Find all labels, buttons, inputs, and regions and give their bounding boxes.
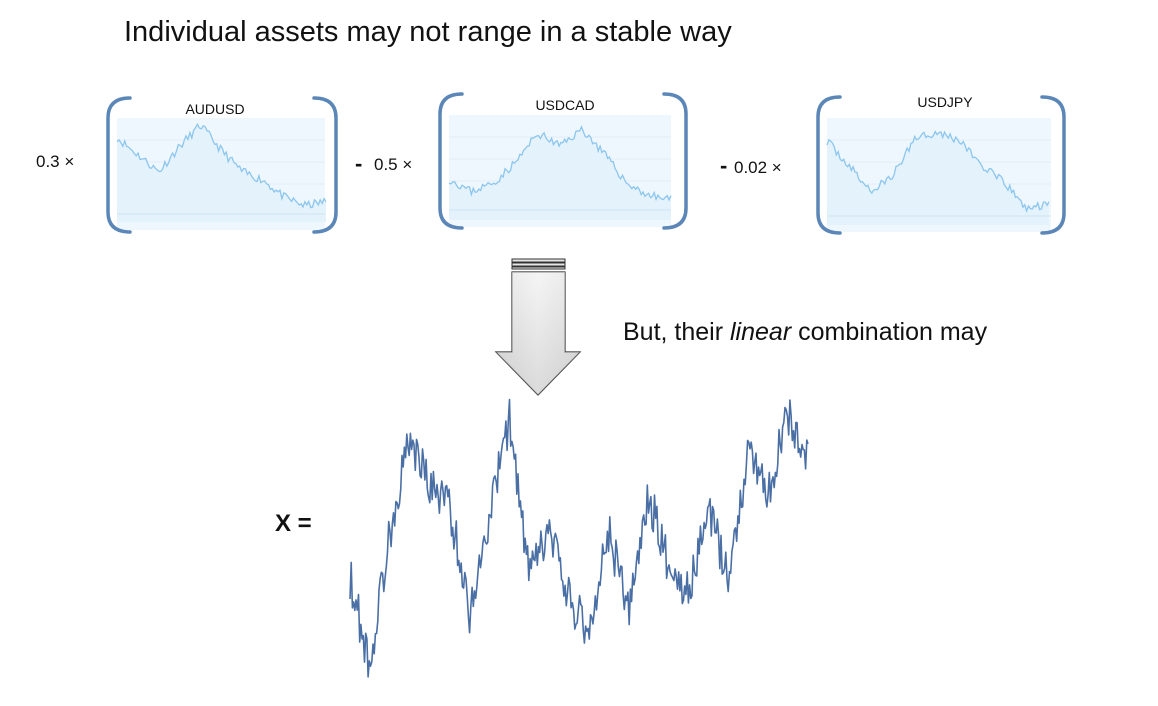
card-usdjpy — [816, 95, 1066, 235]
left-bracket-audusd — [106, 96, 132, 234]
mini-chart-area-usdjpy — [827, 131, 1049, 225]
right-bracket-audusd — [312, 96, 338, 234]
combined-series-line — [349, 398, 809, 678]
card-usdcad — [438, 92, 688, 230]
combination-caption: But, their linear combination may — [623, 318, 987, 347]
page-title: Individual assets may not range in a sta… — [124, 16, 732, 48]
minus-sign-usdcad: - — [355, 151, 363, 176]
result-label: X = — [275, 510, 312, 537]
left-bracket-usdjpy — [816, 95, 842, 235]
caption-emphasis: linear — [730, 318, 792, 346]
card-title-audusd: AUDUSD — [185, 101, 245, 117]
coefficient-usdjpy: 0.02 × — [734, 158, 782, 177]
right-bracket-usdjpy — [1040, 95, 1066, 235]
mini-chart-line-audusd — [116, 122, 327, 209]
arrow-down-icon — [494, 258, 582, 396]
minus-sign-usdjpy: - — [720, 153, 728, 178]
caption-before: But, their — [623, 318, 730, 346]
mini-chart-line-usdjpy — [826, 130, 1050, 213]
mini-chart-line-usdcad — [448, 125, 672, 202]
coefficient-audusd: 0.3 × — [36, 152, 75, 171]
card-title-usdcad: USDCAD — [535, 97, 595, 113]
mini-chart-area-audusd — [117, 124, 326, 222]
caption-after: combination may — [791, 318, 988, 346]
left-bracket-usdcad — [438, 92, 464, 230]
right-bracket-usdcad — [662, 92, 688, 230]
mini-chart-area-usdcad — [449, 126, 671, 220]
card-title-usdjpy: USDJPY — [917, 94, 973, 110]
card-audusd — [106, 96, 338, 234]
coefficient-usdcad: 0.5 × — [374, 155, 413, 174]
